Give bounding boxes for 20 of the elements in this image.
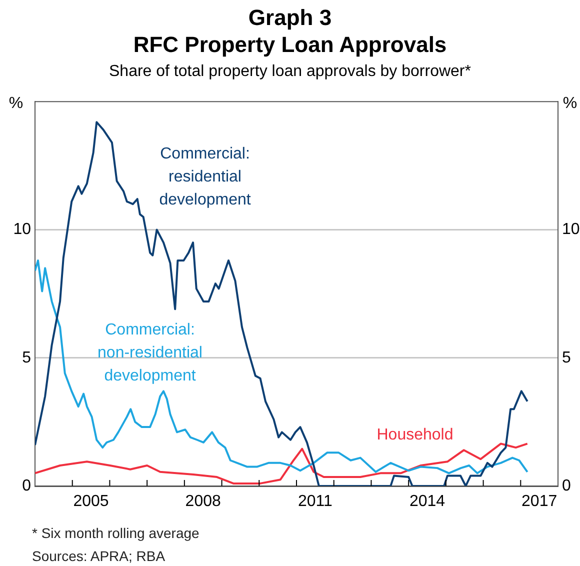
x-tick-label: 2005 — [73, 493, 109, 510]
source-note: Sources: APRA; RBA — [32, 547, 166, 566]
x-tick-label: 2017 — [522, 493, 558, 510]
text: * Six month rolling average — [32, 524, 200, 543]
y-axis-title: % — [8, 95, 24, 112]
y2-axis-title: % — [562, 95, 578, 112]
chart-subtitle: Share of total property loan approvals by borrower* — [108, 63, 472, 81]
y2-tick-label: 5 — [562, 349, 571, 366]
x-tick-label: 2014 — [409, 493, 446, 510]
chart-title: Graph 3 RFC Property Loan Approvals — [132, 4, 448, 58]
y-tick-label: 0 — [22, 477, 32, 494]
series-label: Commercial: non-residential development — [98, 321, 202, 384]
series-label: Commercial: residential development — [159, 145, 252, 208]
x-tick-label: 2011 — [298, 493, 332, 510]
y-tick-label: 5 — [22, 349, 32, 366]
y2-tick-label: 10 — [562, 221, 580, 238]
y-tick-label: 10 — [13, 221, 32, 238]
y2-tick-label: 0 — [562, 477, 571, 494]
x-tick-label: 2008 — [185, 493, 222, 510]
series-label: Household — [376, 426, 454, 444]
